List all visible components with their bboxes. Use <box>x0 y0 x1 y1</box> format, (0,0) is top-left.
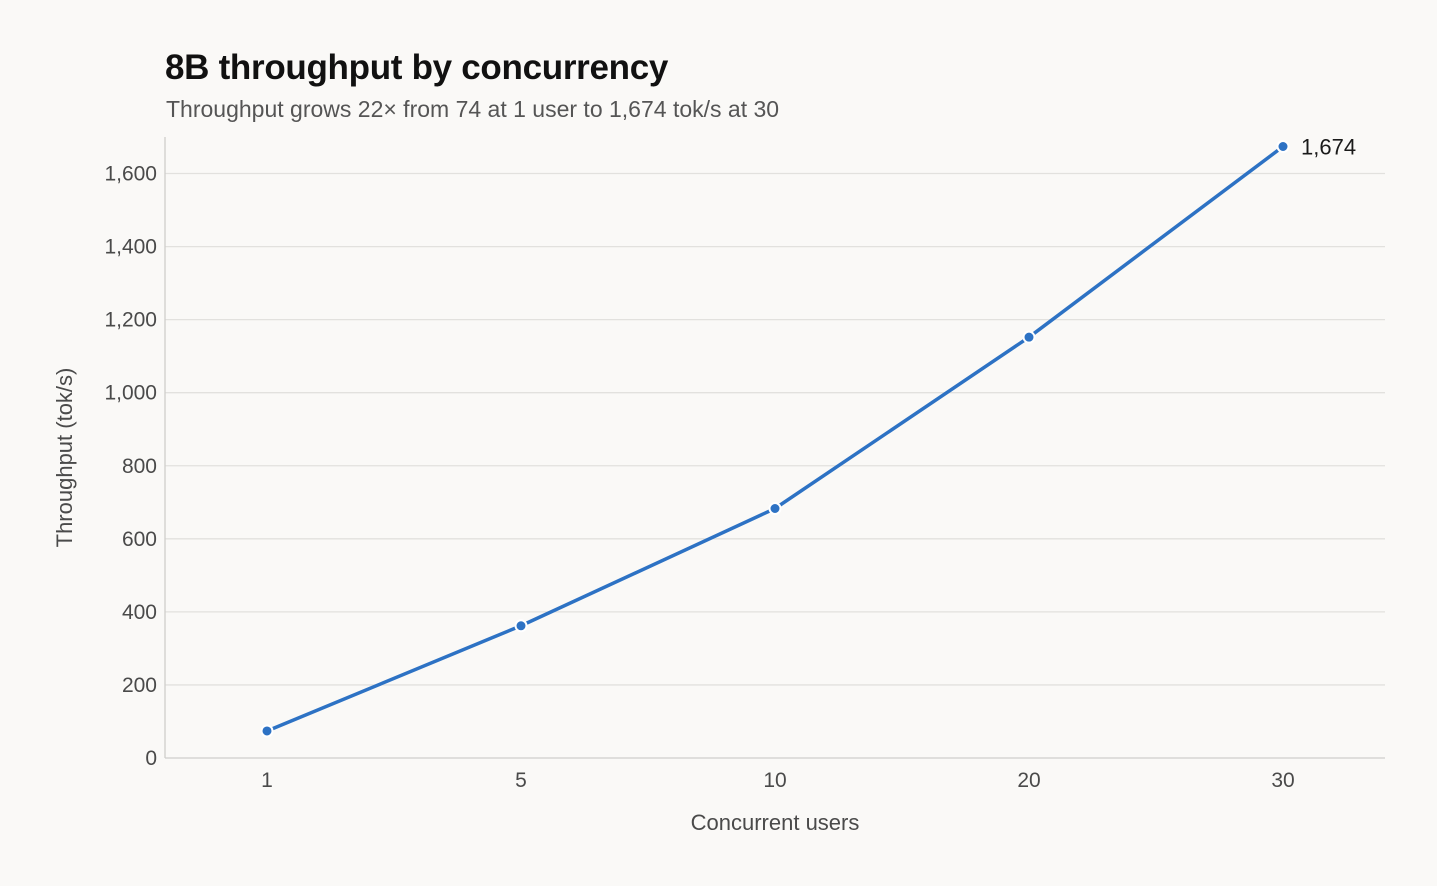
axes <box>164 137 1385 759</box>
data-point <box>768 502 782 516</box>
chart-title: 8B throughput by concurrency <box>165 48 669 87</box>
data-point <box>1276 139 1290 153</box>
x-tick-label: 5 <box>515 769 527 792</box>
data-point <box>514 619 528 633</box>
x-tick-label: 20 <box>1017 769 1040 792</box>
y-tick-label: 800 <box>122 455 157 478</box>
y-tick-label: 200 <box>122 674 157 697</box>
x-tick-label: 10 <box>763 769 786 792</box>
x-tick-labels: 1 5 10 20 30 <box>261 769 1295 792</box>
chart-subtitle: Throughput grows 22× from 74 at 1 user t… <box>166 96 780 122</box>
y-tick-labels: 0 200 400 600 800 1,000 1,200 1,400 1,600 <box>104 163 157 770</box>
y-tick-label: 1,200 <box>104 309 157 332</box>
y-tick-label: 0 <box>145 747 157 770</box>
data-label: 1,674 <box>1301 134 1356 159</box>
y-tick-label: 400 <box>122 601 157 624</box>
y-tick-label: 1,000 <box>104 382 157 405</box>
series-throughput <box>260 139 1290 738</box>
x-axis-title: Concurrent users <box>691 810 860 835</box>
y-tick-label: 600 <box>122 528 157 551</box>
data-point <box>1022 330 1036 344</box>
grid-lines <box>165 172 1385 686</box>
y-axis-title: Throughput (tok/s) <box>52 368 77 548</box>
x-tick-label: 1 <box>261 769 273 792</box>
y-tick-label: 1,400 <box>104 236 157 259</box>
data-labels: 1,674 <box>1301 134 1356 159</box>
series-line <box>265 144 1285 733</box>
data-point <box>260 724 274 738</box>
y-tick-label: 1,600 <box>104 163 157 186</box>
x-tick-label: 30 <box>1271 769 1294 792</box>
